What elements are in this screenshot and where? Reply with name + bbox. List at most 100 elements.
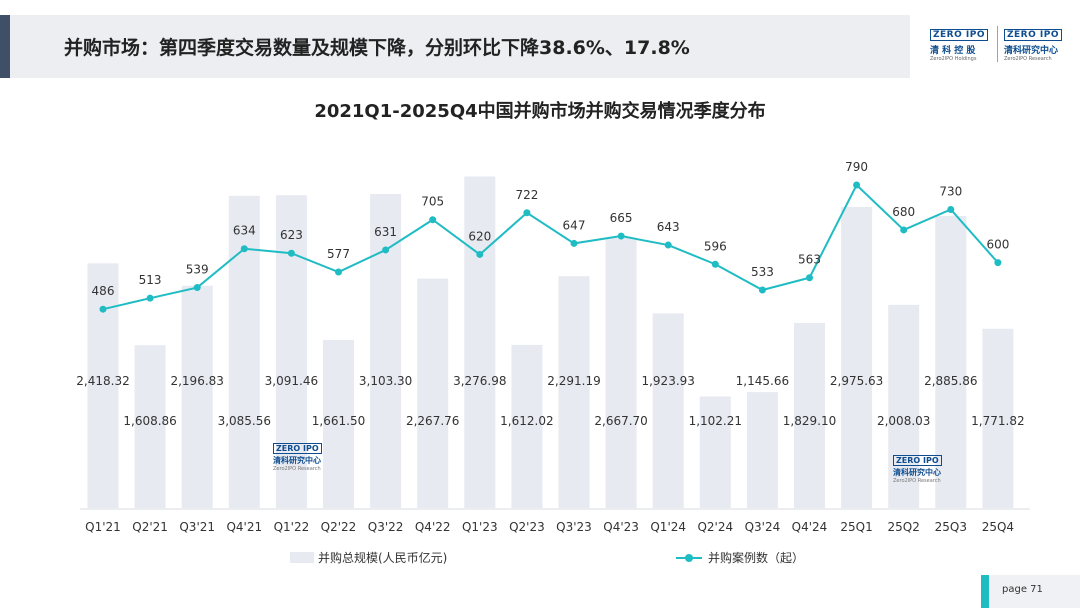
chart-watermark: ZERO IPO 清科研究中心 Zero2IPO Research — [273, 436, 322, 472]
bar-value-label: 1,608.86 — [123, 414, 176, 428]
line-value-label: 647 — [563, 218, 586, 232]
line-point — [806, 274, 813, 282]
bar — [511, 344, 543, 508]
bar — [841, 206, 873, 508]
logo-badge: ZERO IPO — [930, 29, 988, 41]
line-value-label: 643 — [657, 220, 680, 234]
header-accent-bar — [0, 15, 10, 78]
bar — [699, 396, 731, 508]
bar — [935, 216, 967, 509]
bar-value-label: 3,091.46 — [265, 374, 318, 388]
logo-en-text: Zero2IPO Research — [1004, 56, 1052, 62]
line-value-label: 533 — [751, 265, 774, 279]
line-point — [382, 246, 390, 254]
bar — [417, 278, 449, 508]
legend-line-marker — [685, 554, 693, 562]
watermark-badge: ZERO IPO — [273, 443, 322, 454]
line-point — [193, 284, 201, 292]
x-tick-label: Q3'22 — [368, 520, 404, 534]
x-tick-label: Q4'23 — [603, 520, 639, 534]
line-point — [664, 241, 672, 249]
line-point — [335, 268, 342, 276]
bar — [746, 392, 778, 508]
line-value-label: 705 — [421, 195, 444, 209]
x-tick-label: Q2'23 — [509, 520, 545, 534]
line-value-label: 623 — [280, 228, 303, 242]
bar — [652, 313, 684, 508]
bar-value-label: 2,418.32 — [76, 374, 129, 388]
x-tick-label: Q2'22 — [321, 520, 357, 534]
x-tick-label: Q4'24 — [792, 520, 828, 534]
bar — [134, 345, 166, 508]
line-point — [476, 250, 484, 258]
x-tick-label: Q4'22 — [415, 520, 451, 534]
bar — [181, 285, 213, 508]
watermark-en-text: Zero2IPO Research — [273, 466, 321, 472]
line-point — [240, 245, 248, 253]
bar-value-label: 2,267.76 — [406, 414, 459, 428]
legend-bar-label: 并购总规模(人民币亿元) — [318, 551, 448, 565]
bar-value-label: 2,975.63 — [830, 374, 883, 388]
line-value-label: 600 — [986, 238, 1009, 252]
x-tick-label: Q1'23 — [462, 520, 498, 534]
bar-value-label: 1,829.10 — [783, 414, 836, 428]
x-tick-label: 25Q1 — [840, 520, 872, 534]
line-value-label: 631 — [374, 225, 397, 239]
watermark-cn-text: 清科研究中心 — [273, 456, 321, 465]
legend-line-label: 并购案例数（起） — [708, 551, 805, 565]
bar — [794, 322, 825, 508]
line-value-label: 790 — [845, 160, 868, 174]
bar-value-label: 2,196.83 — [170, 374, 223, 388]
bar-value-label: 1,923.93 — [641, 374, 694, 388]
line-value-label: 596 — [704, 239, 727, 253]
bar — [370, 194, 402, 509]
research-logo: ZERO IPO 清科研究中心 Zero2IPO Research — [1004, 22, 1062, 62]
line-value-label: 486 — [92, 284, 115, 298]
line-point — [947, 206, 955, 214]
line-point — [570, 239, 578, 247]
bar — [87, 263, 119, 508]
bar — [888, 304, 920, 508]
series-line — [102, 183, 999, 311]
header-band — [10, 15, 910, 78]
watermark-cn-text: 清科研究中心 — [893, 468, 941, 477]
line-value-label: 563 — [798, 253, 821, 267]
bar-value-label: 1,771.82 — [971, 414, 1024, 428]
logo-en-text: Zero2IPO Holdings — [930, 56, 977, 62]
line-point — [711, 260, 719, 268]
line-point — [758, 286, 766, 294]
line-point — [146, 294, 154, 302]
line-point — [853, 181, 861, 189]
chart-watermark: ZERO IPO 清科研究中心 Zero2IPO Research — [893, 448, 942, 484]
legend-bar-swatch — [290, 552, 314, 563]
page-title: 并购市场：第四季度交易数量及规模下降，分别环比下降38.6%、17.8% — [64, 37, 690, 59]
footer-box — [989, 575, 1080, 608]
bar-value-label: 2,885.86 — [924, 374, 977, 388]
line-value-label: 665 — [610, 211, 633, 225]
x-tick-label: Q1'22 — [274, 520, 310, 534]
x-tick-label: Q2'21 — [132, 520, 168, 534]
line-point — [429, 216, 437, 224]
bar-value-label: 2,291.19 — [547, 374, 600, 388]
x-tick-label: Q2'24 — [697, 520, 733, 534]
line-point — [900, 226, 908, 234]
line-value-label: 730 — [939, 185, 962, 199]
watermark-badge: ZERO IPO — [893, 455, 942, 466]
x-tick-label: 25Q3 — [935, 520, 967, 534]
line-point — [994, 259, 1002, 267]
bar — [605, 238, 637, 508]
holdings-logo: ZERO IPO 清 科 控 股 Zero2IPO Holdings — [930, 22, 988, 62]
watermark-en-text: Zero2IPO Research — [893, 478, 941, 484]
line-point — [99, 305, 107, 313]
bar-value-label: 3,276.98 — [453, 374, 506, 388]
bar-value-label: 1,102.21 — [689, 414, 742, 428]
bar — [558, 276, 590, 508]
line-point — [523, 209, 531, 217]
line-point — [287, 249, 295, 257]
bar-value-label: 1,612.02 — [500, 414, 553, 428]
line-value-label: 620 — [468, 229, 491, 243]
bar — [228, 195, 260, 508]
line-value-label: 680 — [892, 205, 915, 219]
x-tick-label: Q3'21 — [179, 520, 215, 534]
